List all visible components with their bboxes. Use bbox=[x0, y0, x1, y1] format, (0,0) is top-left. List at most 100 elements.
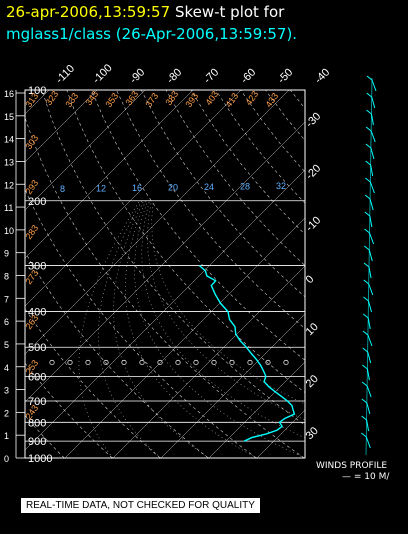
dry-adiabat-label: 353 bbox=[103, 91, 120, 109]
moist-adiabat-marker bbox=[49, 359, 55, 366]
wind-barb-flag bbox=[365, 143, 372, 149]
isobar-label: 900 bbox=[28, 436, 46, 448]
right-temperature-label: 20 bbox=[304, 373, 321, 390]
moist-adiabat bbox=[134, 200, 305, 458]
wind-barb bbox=[368, 266, 372, 279]
height-label: 9 bbox=[4, 249, 9, 259]
mixing-ratio-label: 8 bbox=[60, 184, 65, 194]
dry-adiabat-label: 403 bbox=[203, 89, 220, 107]
dry-adiabat bbox=[240, 90, 305, 173]
moist-adiabat-marker bbox=[193, 359, 199, 366]
wind-barb-flag bbox=[362, 364, 368, 370]
dry-adiabat bbox=[25, 362, 113, 458]
dry-adiabat-label: 383 bbox=[163, 89, 180, 107]
wind-barb bbox=[368, 283, 374, 296]
moist-adiabat bbox=[113, 200, 210, 458]
wind-barb-flag bbox=[365, 160, 371, 166]
dry-adiabat bbox=[315, 90, 408, 458]
dry-adiabat bbox=[165, 90, 305, 266]
height-label: 12 bbox=[4, 180, 14, 190]
top-temperature-label: -110 bbox=[54, 63, 77, 86]
wind-barb-flag bbox=[364, 228, 370, 234]
wind-barb-flag bbox=[364, 194, 371, 200]
dry-adiabat-label: 363 bbox=[123, 89, 140, 107]
right-temperature-label: 0 bbox=[304, 273, 317, 286]
wind-barb-flag bbox=[366, 109, 372, 115]
dry-adiabat-label: 423 bbox=[243, 89, 260, 107]
temperature-trace bbox=[198, 265, 296, 442]
moist-adiabat-marker bbox=[229, 359, 235, 366]
isotherm-line bbox=[208, 361, 305, 458]
wind-barb bbox=[367, 317, 371, 330]
right-temperature-label: -10 bbox=[304, 214, 324, 234]
height-label: 2 bbox=[4, 408, 9, 418]
height-label: 0 bbox=[4, 454, 9, 464]
wind-barb bbox=[370, 147, 375, 160]
dry-adiabat-label: 433 bbox=[263, 91, 280, 109]
isobar-label: 600 bbox=[28, 371, 46, 383]
wind-barb bbox=[366, 419, 370, 432]
dry-adiabat bbox=[25, 116, 305, 458]
dry-adiabat-label: 293 bbox=[23, 178, 40, 196]
wind-barb-flag bbox=[363, 262, 370, 268]
wind-barb-flag bbox=[363, 245, 370, 251]
height-label: 6 bbox=[4, 317, 9, 327]
height-label: 14 bbox=[4, 135, 14, 145]
right-temperature-label: 10 bbox=[304, 321, 321, 338]
top-temperature-label: -80 bbox=[165, 66, 185, 86]
mixing-ratio-label: 20 bbox=[168, 183, 178, 193]
wind-barb bbox=[370, 130, 376, 143]
height-label: 11 bbox=[4, 203, 13, 213]
wind-barb-flag bbox=[363, 279, 370, 285]
wind-barb bbox=[365, 436, 371, 449]
isobar-label: 800 bbox=[28, 417, 46, 429]
right-temperature-label: 30 bbox=[304, 425, 321, 442]
wind-barb bbox=[367, 351, 372, 364]
height-label: 8 bbox=[4, 272, 9, 282]
height-label: 15 bbox=[4, 112, 14, 122]
wind-barb-flag bbox=[361, 415, 367, 421]
isotherm-line bbox=[304, 457, 305, 458]
top-temperature-label: -90 bbox=[128, 66, 148, 86]
plot-frame bbox=[24, 89, 306, 459]
moist-adiabat-marker bbox=[175, 359, 181, 366]
moist-adiabat-marker bbox=[139, 359, 145, 366]
mixing-ratio-label: 28 bbox=[240, 182, 250, 192]
quality-disclaimer: REAL-TIME DATA, NOT CHECKED FOR QUALITY bbox=[21, 498, 260, 513]
top-temperature-label: -40 bbox=[313, 66, 333, 86]
title-text: Skew-t plot for bbox=[174, 3, 285, 21]
wind-barb-flag bbox=[361, 381, 368, 387]
isotherm-line bbox=[112, 265, 305, 458]
height-label: 4 bbox=[4, 363, 9, 373]
height-label: 5 bbox=[4, 340, 9, 350]
isotherm-line bbox=[25, 90, 290, 355]
wind-barb-flag bbox=[363, 296, 369, 302]
isobar-label: 100 bbox=[28, 85, 46, 97]
isotherm-line bbox=[401, 90, 408, 458]
isotherm-line bbox=[25, 169, 305, 451]
height-label: 13 bbox=[4, 157, 14, 167]
moist-adiabat-marker bbox=[211, 359, 217, 366]
wind-barb bbox=[366, 385, 372, 398]
wind-barb bbox=[369, 215, 373, 228]
height-label: 7 bbox=[4, 294, 9, 304]
moist-adiabat bbox=[124, 200, 258, 458]
isobar-label: 300 bbox=[28, 261, 46, 273]
wind-barb bbox=[369, 198, 374, 211]
moist-adiabat-marker bbox=[121, 359, 127, 366]
top-temperature-label: -70 bbox=[202, 66, 222, 86]
wind-barb bbox=[368, 300, 372, 313]
wind-barb-flag bbox=[365, 177, 371, 183]
dry-adiabat-label: 303 bbox=[23, 133, 40, 151]
plot-grid bbox=[25, 90, 408, 458]
isotherm-line bbox=[25, 90, 194, 259]
winds-scale-label: — = 10 M/ bbox=[342, 472, 390, 482]
mixing-ratio-label: 12 bbox=[96, 184, 106, 194]
plot-subtitle: mglass1/class (26-Apr-2006,13:59:57). bbox=[6, 25, 298, 43]
dry-adiabat bbox=[91, 90, 305, 361]
moist-adiabat bbox=[147, 200, 305, 421]
height-label: 10 bbox=[4, 226, 14, 236]
wind-barb-flag bbox=[362, 347, 368, 353]
isobar-label: 200 bbox=[28, 196, 46, 208]
